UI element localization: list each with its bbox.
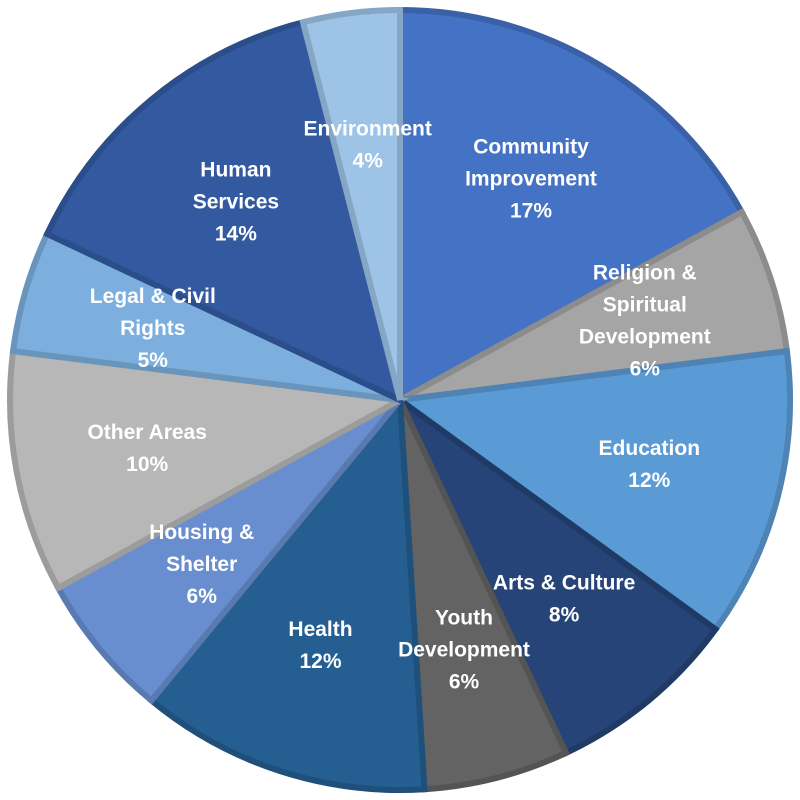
label-other-areas: Other Areas 10%	[87, 421, 206, 476]
category-label: Education	[599, 437, 701, 460]
value-label: 8%	[549, 603, 580, 626]
pie-slices	[7, 6, 793, 793]
category-label: Legal & Civil	[90, 285, 216, 308]
value-label: 6%	[187, 585, 218, 608]
slice-community-improvement	[397, 6, 746, 406]
category-label: Shelter	[166, 553, 237, 576]
value-label: 6%	[449, 670, 480, 693]
category-label: Religion &	[593, 262, 697, 285]
category-label: Health	[288, 618, 352, 641]
value-label: 10%	[126, 453, 168, 476]
value-label: 5%	[138, 349, 169, 372]
category-label: Youth	[435, 606, 493, 629]
category-label: Housing &	[149, 521, 254, 544]
pie-labels: Community Improvement 17% Religion & Spiritu…	[87, 118, 710, 694]
category-label: Arts & Culture	[493, 571, 635, 594]
value-label: 14%	[215, 223, 257, 246]
value-label: 12%	[299, 650, 341, 673]
label-human-services: Human Services 14%	[193, 159, 279, 246]
value-label: 12%	[628, 469, 670, 492]
category-label: Spiritual	[603, 294, 687, 317]
category-label: Environment	[304, 118, 432, 141]
label-environment: Environment 4%	[304, 118, 432, 173]
category-label: Development	[398, 638, 530, 661]
value-label: 6%	[630, 358, 661, 381]
category-label: Rights	[120, 317, 185, 340]
label-housing-and-shelter: Housing & Shelter 6%	[149, 521, 254, 608]
value-label: 17%	[510, 199, 552, 222]
slice-other-areas	[7, 347, 410, 592]
label-youth-development: Youth Development 6%	[398, 606, 530, 693]
label-religion-and-spiritual-development: Religion & Spiritual Development 6%	[579, 262, 711, 381]
slice-arts-and-culture	[397, 397, 720, 757]
slice-education	[392, 347, 793, 634]
label-legal-and-civil-rights: Legal & Civil Rights 5%	[90, 285, 216, 372]
value-label: 4%	[353, 150, 384, 173]
category-label: Community	[473, 135, 589, 158]
category-label: Other Areas	[87, 421, 206, 444]
slice-human-services	[43, 18, 405, 406]
label-education: Education 12%	[599, 437, 701, 492]
category-label: Services	[193, 191, 279, 214]
category-label: Development	[579, 326, 711, 349]
label-community-improvement: Community Improvement 17%	[465, 135, 597, 222]
slice-health	[147, 392, 428, 793]
slice-environment	[299, 6, 403, 401]
label-arts-and-culture: Arts & Culture 8%	[493, 571, 635, 626]
label-health: Health 12%	[288, 618, 352, 673]
category-label: Improvement	[465, 167, 597, 190]
category-label: Human	[200, 159, 271, 182]
